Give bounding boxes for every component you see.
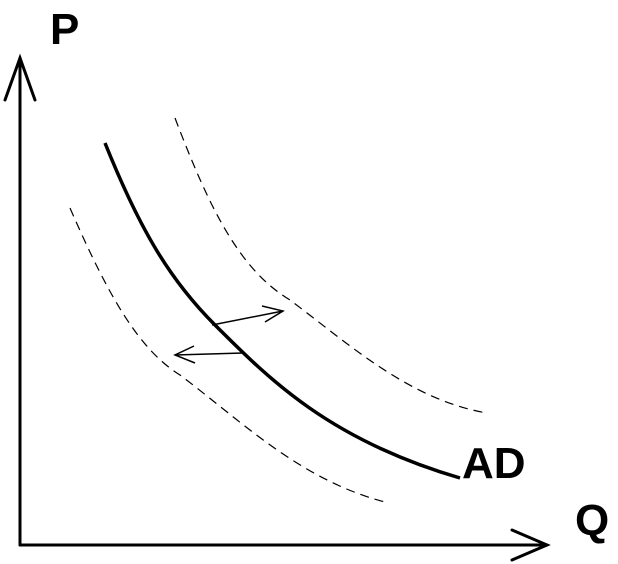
shift-right-arrow bbox=[211, 310, 284, 326]
x-axis-label: Q bbox=[575, 496, 609, 545]
ad-label: AD bbox=[462, 439, 526, 488]
shift-left-arrowhead bbox=[173, 345, 196, 364]
ad-shift-left-curve bbox=[69, 207, 386, 503]
y-axis-label: P bbox=[50, 5, 79, 54]
axes bbox=[3, 53, 551, 562]
x-axis-arrowhead bbox=[510, 528, 551, 562]
ad-curve bbox=[103, 142, 461, 480]
ad-shift-right-curve bbox=[174, 117, 488, 414]
shift-right-arrowhead bbox=[261, 305, 285, 323]
shift-arrows bbox=[173, 305, 285, 364]
shift-left-arrow bbox=[174, 352, 244, 356]
y-axis-arrowhead bbox=[3, 53, 37, 102]
